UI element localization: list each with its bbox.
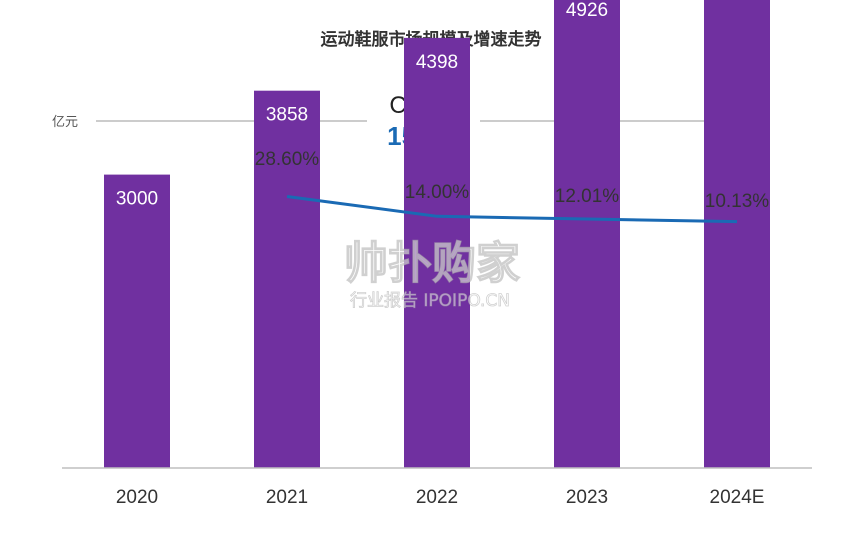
- growth-label-2022: 14.00%: [405, 182, 470, 203]
- x-tick-2023: 2023: [566, 487, 608, 508]
- growth-label-2023: 12.01%: [555, 186, 620, 207]
- unit-label: 亿元: [52, 115, 78, 130]
- x-tick-2021: 2021: [266, 487, 308, 508]
- watermark-main-text: 帅扑购家: [344, 238, 520, 289]
- bar-value-label-2022: 4398: [416, 52, 458, 73]
- x-ticks-layer: 2020 2021 2022 2023 2024E: [116, 487, 765, 508]
- bar-2020: [104, 174, 170, 468]
- watermark: 帅扑购家 行业报告 IPOIPO.CN: [343, 237, 520, 311]
- bar-value-label-2021: 3858: [266, 105, 308, 126]
- bar-2023: [554, 0, 620, 468]
- growth-line-layer: 28.60% 14.00% 12.01% 10.13%: [255, 149, 770, 224]
- watermark-sub-text: 行业报告 IPOIPO.CN: [350, 291, 510, 311]
- bars-layer: 30003858439849265425: [104, 0, 770, 469]
- x-tick-2024E: 2024E: [710, 487, 765, 508]
- x-tick-2020: 2020: [116, 487, 158, 508]
- growth-label-2024E: 10.13%: [705, 191, 770, 212]
- bar-value-label-2023: 4926: [566, 0, 608, 21]
- bar-2021: [254, 90, 320, 469]
- bar-2024E: [704, 0, 770, 469]
- growth-rate-line: [286, 195, 738, 224]
- bar-2022: [404, 37, 470, 468]
- x-tick-2022: 2022: [416, 487, 458, 508]
- growth-label-2021: 28.60%: [255, 149, 320, 170]
- bar-value-label-2020: 3000: [116, 189, 158, 210]
